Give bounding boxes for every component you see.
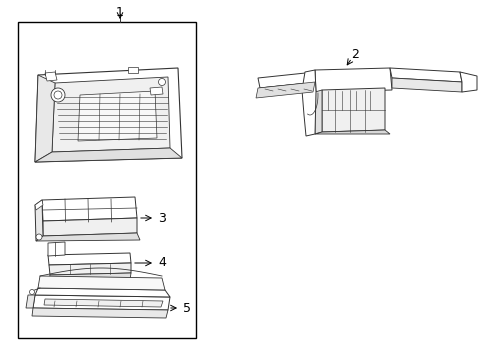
Circle shape <box>36 234 42 240</box>
Polygon shape <box>43 218 137 236</box>
Polygon shape <box>35 200 43 210</box>
Polygon shape <box>302 70 315 136</box>
Polygon shape <box>35 75 55 162</box>
Polygon shape <box>36 233 140 241</box>
Polygon shape <box>52 77 170 152</box>
Polygon shape <box>35 148 182 162</box>
Polygon shape <box>256 82 314 98</box>
Polygon shape <box>314 68 391 92</box>
Text: 2: 2 <box>350 49 358 62</box>
Polygon shape <box>49 273 131 282</box>
Polygon shape <box>35 68 182 162</box>
Text: 1: 1 <box>116 5 123 18</box>
Polygon shape <box>258 72 317 88</box>
Polygon shape <box>78 91 157 141</box>
Polygon shape <box>45 72 57 81</box>
Polygon shape <box>44 299 163 307</box>
Polygon shape <box>314 90 321 134</box>
Bar <box>18 22 196 338</box>
Polygon shape <box>35 200 43 241</box>
Polygon shape <box>391 78 461 92</box>
Polygon shape <box>33 295 170 310</box>
Polygon shape <box>260 82 317 96</box>
Polygon shape <box>48 253 131 265</box>
Polygon shape <box>321 88 384 132</box>
Polygon shape <box>389 68 461 82</box>
Polygon shape <box>48 242 65 256</box>
Polygon shape <box>150 87 163 95</box>
Polygon shape <box>459 72 476 92</box>
Circle shape <box>158 78 165 85</box>
Text: 5: 5 <box>183 302 191 315</box>
Circle shape <box>54 91 62 99</box>
Polygon shape <box>35 288 170 297</box>
Circle shape <box>51 88 65 102</box>
Text: 3: 3 <box>158 211 165 225</box>
Polygon shape <box>314 130 389 134</box>
Text: 4: 4 <box>158 256 165 270</box>
Circle shape <box>29 289 35 294</box>
Polygon shape <box>42 197 137 221</box>
Polygon shape <box>128 67 138 73</box>
Polygon shape <box>38 276 164 290</box>
Polygon shape <box>32 308 168 318</box>
Polygon shape <box>26 295 35 308</box>
Polygon shape <box>49 263 131 275</box>
